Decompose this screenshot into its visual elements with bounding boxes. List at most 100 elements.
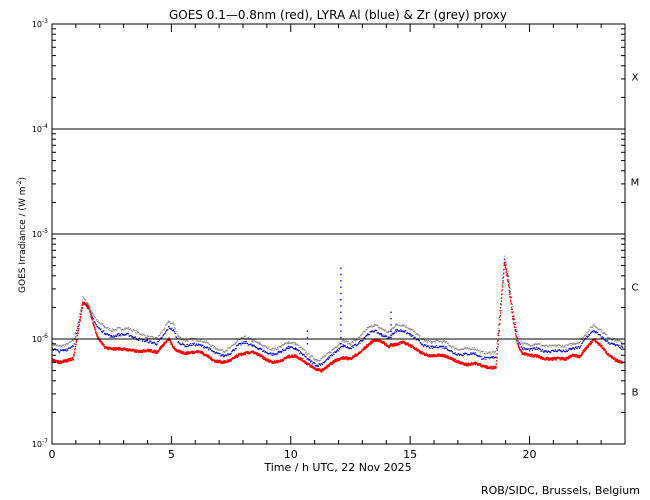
data-point [144, 340, 146, 342]
data-point [274, 353, 276, 355]
data-point [599, 328, 602, 331]
y-tick-label: 10-4 [32, 123, 48, 134]
data-point [431, 346, 433, 348]
data-point [206, 346, 208, 348]
data-point [65, 344, 67, 346]
data-point [83, 301, 85, 304]
data-point [156, 343, 158, 345]
data-point [142, 351, 144, 353]
data-point [266, 352, 269, 354]
data-point [453, 346, 455, 348]
data-point [262, 357, 264, 360]
data-point [547, 346, 549, 348]
data-point [244, 342, 246, 344]
data-point [362, 339, 364, 342]
data-point [70, 341, 72, 343]
data-point [486, 353, 489, 355]
data-point [344, 341, 347, 343]
data-point [313, 362, 315, 364]
data-point [210, 345, 212, 347]
data-point [302, 353, 305, 356]
data-point [255, 341, 257, 343]
data-point [538, 348, 541, 350]
data-point [113, 336, 116, 338]
data-point [230, 352, 232, 355]
data-point [393, 342, 396, 345]
data-point [77, 327, 79, 330]
data-point [374, 329, 376, 332]
data-point [163, 328, 165, 330]
data-point [346, 346, 349, 348]
data-point [495, 365, 497, 368]
data-point [160, 337, 162, 339]
data-point [69, 341, 71, 343]
data-point [569, 342, 571, 345]
data-point [210, 358, 213, 360]
data-point [109, 330, 111, 332]
data-point [217, 361, 220, 364]
data-point [288, 342, 290, 344]
data-point [574, 347, 576, 349]
data-point [494, 367, 496, 369]
data-point [96, 325, 98, 327]
data-point [176, 331, 178, 333]
data-point [256, 347, 259, 349]
data-point [65, 343, 67, 345]
flare-class-label: M [631, 178, 640, 189]
data-point [554, 344, 556, 346]
data-point [567, 358, 569, 360]
data-point [314, 366, 316, 369]
data-point [604, 349, 606, 351]
data-point [173, 346, 175, 348]
data-point [447, 356, 450, 358]
data-point [385, 335, 388, 337]
data-point [110, 334, 112, 337]
data-point [59, 344, 62, 346]
data-point [318, 360, 320, 362]
data-point [364, 331, 366, 333]
data-point [605, 339, 607, 341]
data-point [607, 352, 610, 355]
data-point [451, 351, 453, 353]
data-point [608, 341, 610, 344]
data-point [529, 348, 531, 350]
data-point [347, 347, 349, 349]
data-point [550, 358, 553, 361]
data-point [57, 361, 59, 363]
data-point [297, 344, 299, 346]
data-point [108, 347, 110, 349]
data-point [300, 357, 302, 359]
data-point [540, 350, 542, 352]
data-point [388, 346, 390, 349]
data-point [596, 332, 599, 334]
data-point [347, 340, 349, 343]
data-point [53, 344, 55, 346]
data-point [507, 279, 509, 281]
data-point [278, 345, 280, 348]
data-point [260, 355, 262, 357]
data-point [168, 325, 170, 328]
data-point [232, 349, 234, 351]
data-point [218, 352, 220, 354]
data-point [602, 332, 604, 335]
data-point [616, 344, 619, 346]
data-point [458, 353, 460, 355]
data-point [387, 331, 389, 333]
data-point [162, 335, 164, 337]
data-point [144, 335, 146, 337]
data-point [468, 347, 471, 349]
data-point [267, 353, 269, 355]
data-point [305, 356, 307, 358]
data-point [262, 355, 264, 357]
data-point [92, 322, 94, 325]
data-point [496, 334, 499, 336]
data-point [215, 352, 217, 354]
data-point [287, 341, 289, 343]
data-point [231, 351, 233, 353]
data-point [284, 349, 286, 351]
data-point [546, 345, 549, 348]
data-point [392, 327, 394, 329]
data-point [244, 335, 246, 338]
data-point [264, 359, 267, 361]
data-point [266, 352, 268, 354]
